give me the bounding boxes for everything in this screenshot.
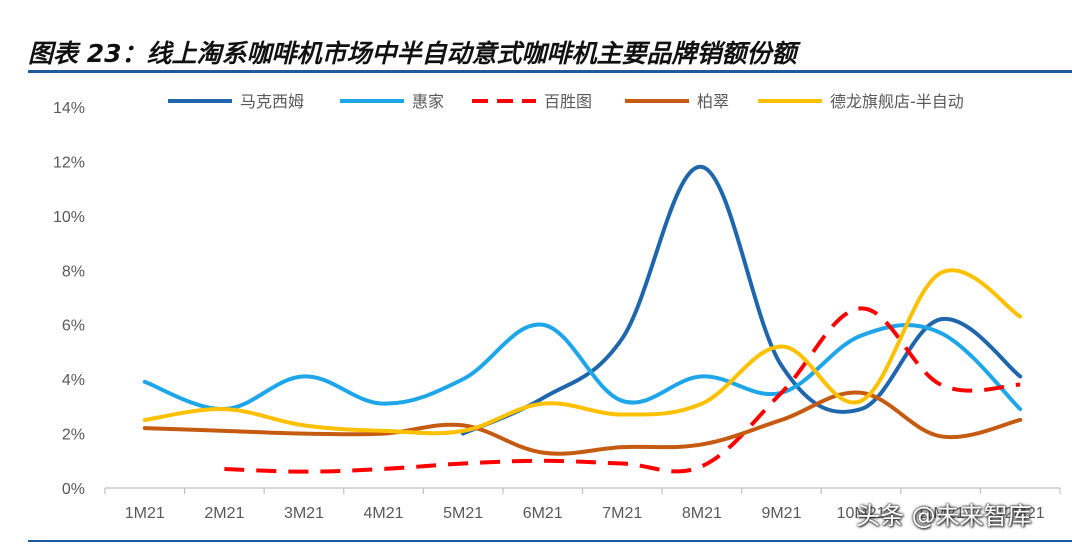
x-tick-label: 8M21 bbox=[682, 505, 722, 522]
legend-label: 马克西姆 bbox=[240, 92, 304, 111]
x-tick-label: 4M21 bbox=[364, 505, 404, 522]
series-line-5 bbox=[142, 268, 1023, 436]
x-tick-label: 5M21 bbox=[443, 505, 483, 522]
x-tick-label: 9M21 bbox=[761, 505, 801, 522]
watermark: 头条 @未来智库 bbox=[856, 502, 1032, 530]
y-tick-label: 8% bbox=[62, 263, 85, 280]
x-tick-label: 1M21 bbox=[125, 505, 165, 522]
y-tick-label: 2% bbox=[62, 427, 85, 444]
y-tick-label: 10% bbox=[53, 209, 85, 226]
series-line-4 bbox=[142, 390, 1023, 456]
x-tick-label: 6M21 bbox=[523, 505, 563, 522]
legend-label: 柏翠 bbox=[697, 92, 729, 111]
bottom-divider bbox=[28, 540, 1072, 542]
series-line-1 bbox=[461, 164, 1023, 436]
legend-label: 百胜图 bbox=[544, 92, 592, 111]
y-tick-label: 6% bbox=[62, 318, 85, 335]
series-line-2 bbox=[142, 322, 1023, 412]
x-tick-label: 2M21 bbox=[204, 505, 244, 522]
y-tick-label: 0% bbox=[62, 481, 85, 498]
series-line-3 bbox=[224, 306, 1021, 474]
title-bar: 图表 23：线上淘系咖啡机市场中半自动意式咖啡机主要品牌销额份额 bbox=[0, 0, 1072, 73]
x-tick-label: 3M21 bbox=[284, 505, 324, 522]
legend-label: 德龙旗舰店-半自动 bbox=[830, 92, 964, 111]
legend-label: 惠家 bbox=[412, 92, 444, 111]
x-tick-label: 7M21 bbox=[602, 505, 642, 522]
x-tick-label: 11M21 bbox=[917, 505, 965, 522]
page-title: 图表 23：线上淘系咖啡机市场中半自动意式咖啡机主要品牌销额份额 bbox=[28, 39, 797, 68]
x-tick-label: 10M21 bbox=[837, 505, 886, 522]
title-divider bbox=[28, 70, 1072, 73]
y-tick-label: 14% bbox=[53, 100, 85, 117]
y-tick-label: 12% bbox=[53, 154, 85, 171]
x-tick-label: 12M21 bbox=[996, 505, 1045, 522]
y-tick-label: 4% bbox=[62, 372, 85, 389]
